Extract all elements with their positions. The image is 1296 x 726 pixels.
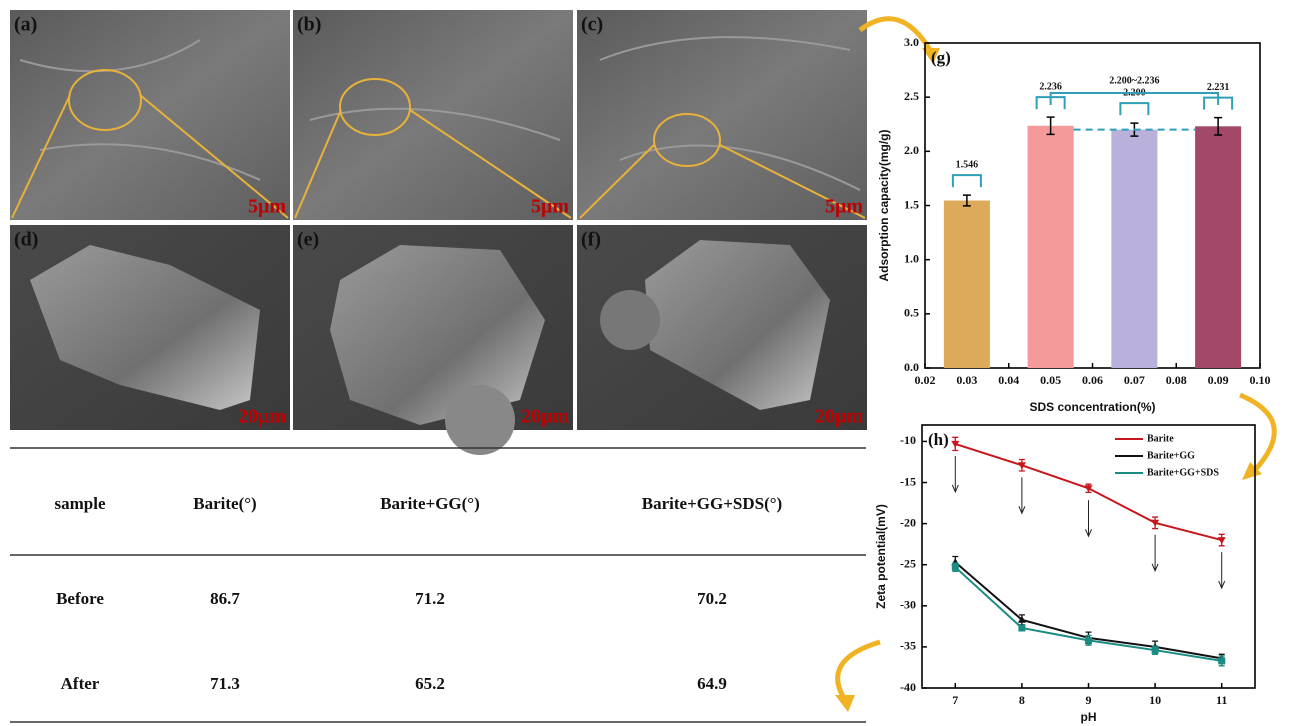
table-header: Barite+GG(°) [380, 494, 480, 513]
table-cell: 65.2 [415, 674, 445, 693]
panel-label: (c) [581, 14, 603, 36]
figure: (a)5μm(b)5μm(c)5μm(d)20μm(e)20μm(f)20μm … [0, 0, 1296, 726]
x-tick-label: 11 [1216, 693, 1227, 707]
y-tick-label: -40 [900, 680, 916, 694]
legend-label: Barite [1147, 433, 1174, 444]
shift-arrow [1219, 552, 1225, 588]
scale-bar-label: 5μm [248, 196, 286, 218]
y-tick-label: 0.5 [904, 306, 919, 320]
x-tick-label: 7 [952, 693, 958, 707]
crystal [330, 245, 545, 425]
x-tick-label: 0.09 [1208, 373, 1229, 387]
scale-bar-label: 20μm [521, 406, 569, 428]
table-cell: 86.7 [210, 589, 240, 608]
panel-label: (e) [297, 229, 319, 251]
y-tick-label: 2.0 [904, 143, 919, 157]
y-tick-label: -15 [900, 474, 916, 488]
marker [1085, 637, 1092, 644]
table-cell: 71.3 [210, 674, 240, 693]
x-tick-label: 0.08 [1166, 373, 1187, 387]
x-axis-label: pH [1081, 710, 1097, 724]
value-label: 2.231 [1207, 82, 1230, 93]
table-cell: Before [56, 589, 104, 608]
panel-label: (f) [581, 229, 601, 251]
x-axis-label: SDS concentration(%) [1029, 400, 1155, 414]
x-tick-label: 0.07 [1124, 373, 1145, 387]
panel-label: (a) [14, 14, 37, 36]
panel-label: (h) [928, 430, 949, 449]
shift-arrow [1152, 535, 1158, 571]
shift-arrow [1086, 500, 1092, 536]
scale-bar-label: 20μm [238, 406, 286, 428]
marker [1018, 625, 1025, 632]
bracket [1120, 103, 1148, 115]
x-tick-label: 10 [1149, 693, 1161, 707]
x-tick-label: 0.03 [956, 373, 977, 387]
table-header: sample [55, 494, 106, 513]
scale-bar-label: 20μm [815, 406, 863, 428]
y-tick-label: -30 [900, 598, 916, 612]
panel-label: (d) [14, 229, 38, 251]
panel-label: (g) [931, 48, 951, 67]
legend-label: Barite+GG+SDS [1147, 467, 1219, 478]
crystal [600, 290, 660, 350]
sem-image [577, 10, 867, 220]
x-tick-label: 0.05 [1040, 373, 1061, 387]
table-header: Barite+GG+SDS(°) [642, 494, 782, 513]
y-tick-label: -20 [900, 515, 916, 529]
bar [1195, 126, 1241, 368]
y-tick-label: 3.0 [904, 35, 919, 49]
table-cell: 71.2 [415, 589, 445, 608]
page: {"panels": [ {"label": "(a)", "scale": "… [0, 0, 1296, 726]
bar [1111, 130, 1157, 368]
y-tick-label: -35 [900, 639, 916, 653]
x-tick-label: 0.02 [915, 373, 936, 387]
bar [1028, 126, 1074, 368]
x-tick-label: 0.04 [998, 373, 1019, 387]
shift-arrow [1019, 477, 1025, 513]
x-tick-label: 0.10 [1250, 373, 1271, 387]
bar [944, 201, 990, 368]
annotation: 2.200~2.236 [1109, 75, 1159, 86]
table-cell: 64.9 [697, 674, 727, 693]
panel-label: (b) [297, 14, 321, 36]
legend-label: Barite+GG [1147, 450, 1195, 461]
value-label: 2.236 [1039, 81, 1062, 92]
y-tick-label: -10 [900, 433, 916, 447]
y-tick-label: 0.0 [904, 360, 919, 374]
y-tick-label: 1.5 [904, 197, 919, 211]
y-tick-label: 1.0 [904, 251, 919, 265]
sem-image [10, 10, 290, 220]
table-cell: 70.2 [697, 589, 727, 608]
marker [1218, 537, 1226, 544]
bracket [953, 175, 981, 187]
value-label: 1.546 [956, 159, 979, 170]
scale-bar-label: 5μm [825, 196, 863, 218]
marker [952, 564, 959, 571]
y-axis-label: Adsorption capacity(mg/g) [877, 129, 891, 281]
x-tick-label: 8 [1019, 693, 1025, 707]
y-axis-label: Zeta potential(mV) [874, 504, 888, 609]
table-cell: After [61, 674, 100, 693]
marker [1152, 647, 1159, 654]
y-tick-label: -25 [900, 556, 916, 570]
shift-arrow [952, 456, 958, 492]
x-tick-label: 9 [1086, 693, 1092, 707]
plot-frame [922, 425, 1255, 688]
series-line [955, 567, 1221, 661]
scale-bar-label: 5μm [531, 196, 569, 218]
y-tick-label: 2.5 [904, 89, 919, 103]
crystal [445, 385, 515, 455]
x-tick-label: 0.06 [1082, 373, 1103, 387]
marker [1218, 657, 1225, 664]
table-header: Barite(°) [193, 494, 256, 513]
